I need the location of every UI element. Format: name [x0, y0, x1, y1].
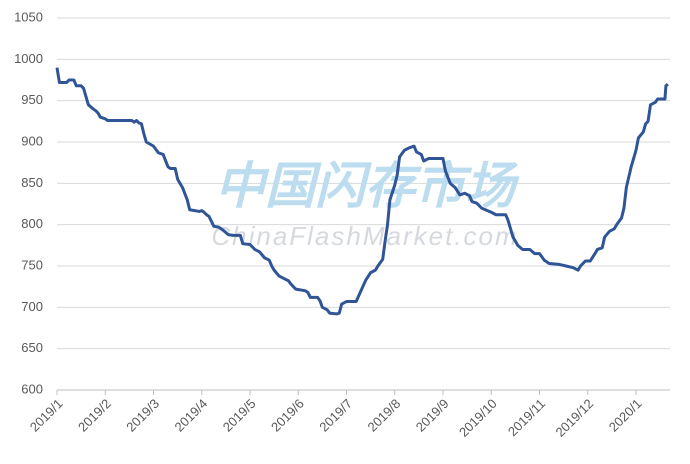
y-tick-label: 900 [21, 133, 43, 148]
y-tick-label: 1050 [14, 9, 43, 24]
x-tick-label: 2019/3 [123, 396, 162, 435]
y-tick-label: 950 [21, 92, 43, 107]
x-tick-label: 2020/1 [606, 396, 645, 435]
x-tick-label: 2019/1 [27, 396, 66, 435]
x-tick-label: 2019/2 [75, 396, 114, 435]
y-tick-label: 1000 [14, 51, 43, 66]
x-tick-label: 2019/9 [413, 396, 452, 435]
y-tick-label: 700 [21, 299, 43, 314]
x-tick-label: 2019/12 [552, 396, 596, 440]
x-tick-label: 2019/6 [268, 396, 307, 435]
x-tick-label: 2019/8 [365, 396, 404, 435]
x-tick-label: 2019/5 [220, 396, 259, 435]
y-tick-label: 850 [21, 175, 43, 190]
x-tick-label: 2019/4 [172, 396, 211, 435]
y-tick-label: 600 [21, 381, 43, 396]
y-tick-label: 750 [21, 257, 43, 272]
x-tick-label: 2019/10 [456, 396, 500, 440]
watermark: 中国闪存市场 [215, 158, 520, 214]
x-tick-label: 2019/7 [316, 396, 355, 435]
watermark-sub: ChinaFlashMarket.com [211, 221, 518, 251]
y-tick-label: 800 [21, 216, 43, 231]
y-tick-label: 650 [21, 340, 43, 355]
x-tick-label: 2019/11 [505, 396, 548, 439]
line [55, 67, 669, 316]
